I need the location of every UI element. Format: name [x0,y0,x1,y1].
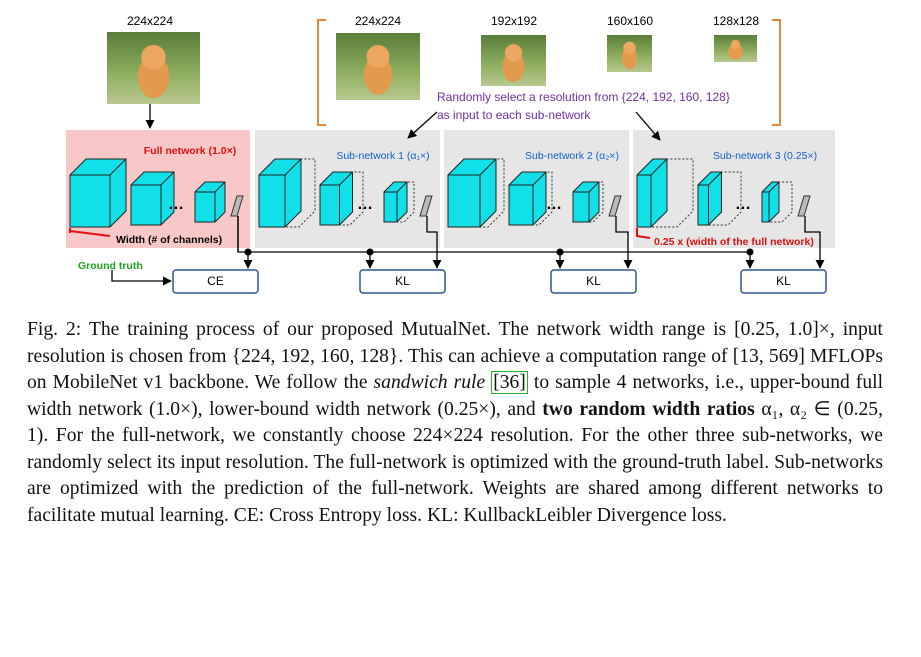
cat-image-head [366,45,390,68]
cat-image-head [623,41,636,55]
connector [111,270,172,286]
bracket [317,19,781,126]
caption-text: to sample 4 networks, i.e., upper-bound … [27,372,884,420]
loss-box [740,269,827,294]
loss-label: KL [395,274,410,288]
network-label: Sub-network 1 (α₁×) [336,150,429,162]
cube-outline [572,181,604,223]
cube [319,171,353,226]
ellipsis: … [357,196,373,213]
caption-label: Fig. 2: [27,319,82,340]
cube-edge [195,181,226,222]
output-layer [797,195,811,217]
cube [508,171,547,226]
junction [366,248,374,256]
sub-width-note: 0.25 x (width of the full network) [654,236,814,248]
cube [572,181,600,223]
width-bracket [69,228,111,237]
output-layer [419,195,433,217]
connector [426,216,442,269]
junction [556,248,564,256]
connector [407,111,438,139]
cube [636,158,668,228]
connector [635,111,661,141]
cat-image-head [504,44,523,62]
ellipsis: … [168,196,184,213]
cube-edge [762,181,780,222]
caption-bold: two random width ratios [542,398,755,420]
resolution-label: 128x128 [713,14,759,28]
cube-edge [448,158,497,227]
connector [615,216,633,269]
cube-edge [70,158,127,227]
cube [383,181,408,223]
diagram: 224x224 Randomly select a resolution fro… [66,14,835,294]
caption-italic: sandwich rule [373,372,486,393]
cube-edge [698,171,722,225]
caption-text: α₁, α₂ ∈ (0.25, 1). For the full-network… [27,398,884,526]
network-label: Sub-network 2 (α₂×) [525,150,619,162]
cube [194,181,226,223]
output-layer [230,195,244,217]
selection-note: Randomly select a resolution from {224, … [437,90,730,104]
width-note: Width (# of channels) [116,234,222,246]
cube-outline [761,181,793,223]
junction [244,248,252,256]
cube [258,158,302,228]
cat-image-head [141,44,166,70]
cube-edge [259,158,302,227]
cube-outline [383,181,415,223]
ellipsis: … [546,196,562,213]
resolution-label: 192x192 [491,14,537,28]
ground-truth-label: Ground truth [78,260,143,272]
cube-edge [320,171,353,225]
cat-image-head [730,39,741,50]
cube [69,158,127,228]
loss-label: KL [586,274,601,288]
citation[interactable]: [36] [491,371,528,394]
junction [746,248,754,256]
cube-edge [384,181,408,222]
network-label: Full network (1.0×) [144,145,236,157]
cube-edge [637,158,668,227]
resolution-label: 160x160 [607,14,653,28]
network-label: Sub-network 3 (0.25×) [713,150,817,162]
ellipsis: … [735,196,751,213]
selection-note: as input to each sub-network [437,108,591,122]
caption-text: The training process of our proposed Mut… [27,319,883,393]
cube-edge [509,171,547,225]
cube [447,158,497,228]
connector [804,216,825,269]
width-bracket [636,228,651,239]
loss-box [359,269,446,294]
resolution-label: 224x224 [127,14,173,28]
cat-image-body [728,43,743,60]
loss-label: CE [207,274,224,288]
cube-edge [131,171,175,225]
cube-edge [573,181,600,222]
resolution-label: 224x224 [355,14,401,28]
loss-label: KL [776,274,791,288]
output-layer [608,195,622,217]
loss-box [550,269,637,294]
loss-box [172,269,259,294]
caption: Fig. 2: The training process of our prop… [27,317,883,529]
